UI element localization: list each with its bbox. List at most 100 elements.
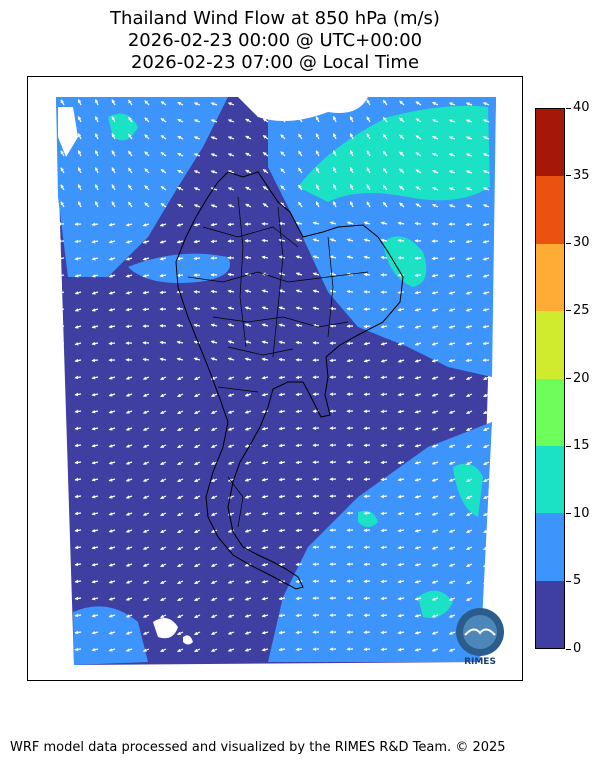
wind-arrow [448, 136, 456, 140]
wind-arrow [482, 308, 490, 312]
wind-arrow [177, 546, 184, 551]
wind-arrow [74, 613, 82, 618]
wind-arrow [261, 238, 269, 243]
colorbar-tick-label: 35 [573, 167, 590, 183]
wind-arrow [431, 308, 439, 312]
wind-arrow [108, 341, 116, 346]
wind-arrow [91, 630, 99, 635]
wind-arrow [142, 290, 150, 295]
wind-arrow [91, 562, 99, 567]
wind-arrow [261, 511, 269, 516]
wind-arrow [346, 238, 354, 242]
wind-arrow [312, 323, 320, 328]
wind-arrow [74, 342, 82, 346]
wind-arrow [125, 324, 133, 329]
wind-arrow [57, 342, 65, 346]
wind-arrow [280, 100, 286, 106]
wind-arrow [483, 529, 490, 534]
wind-arrow [94, 116, 99, 123]
wind-arrow [397, 579, 405, 584]
wind-arrow [160, 580, 167, 585]
wind-arrow [227, 461, 235, 465]
wind-arrow [278, 630, 286, 635]
wind-arrow [482, 187, 490, 191]
wind-arrow [160, 444, 167, 449]
wind-arrow [363, 460, 371, 465]
wind-arrow [210, 239, 218, 244]
wind-arrow [278, 238, 286, 243]
wind-arrow [244, 529, 252, 533]
wind-arrow [295, 306, 303, 310]
wind-arrow [363, 443, 371, 448]
wind-arrow [142, 648, 150, 652]
wind-arrow [329, 358, 337, 363]
wind-arrow [363, 596, 371, 601]
wind-arrow [315, 201, 320, 208]
wind-arrow [261, 596, 269, 601]
wind-arrow [295, 562, 303, 567]
wind-arrow [227, 153, 235, 157]
wind-arrow [245, 169, 252, 174]
wind-arrow [363, 359, 371, 363]
wind-arrow [448, 342, 456, 346]
wind-arrow [210, 222, 218, 227]
colorbar-tick-label: 10 [573, 505, 590, 521]
wind-arrow [245, 152, 252, 157]
wind-arrow [91, 460, 99, 465]
wind-arrow [397, 630, 405, 635]
wind-arrow [194, 597, 201, 602]
wind-arrow [227, 376, 235, 380]
wind-arrow [363, 528, 371, 533]
wind-arrow [142, 410, 150, 414]
wind-arrow [295, 596, 303, 601]
wind-arrow [57, 273, 65, 278]
wind-arrow [74, 291, 82, 295]
wind-arrow [363, 324, 371, 329]
wind-arrow [227, 170, 235, 174]
wind-arrow [431, 410, 439, 414]
wind-arrow [160, 203, 167, 208]
wind-arrow [431, 495, 439, 499]
wind-arrow [227, 289, 235, 294]
wind-arrow [210, 597, 218, 601]
wind-arrow [125, 410, 133, 414]
wind-arrow [295, 392, 303, 397]
wind-arrow [125, 495, 133, 499]
wind-arrow [431, 580, 439, 584]
wind-arrow [194, 614, 201, 619]
wind-arrow [142, 495, 150, 499]
wind-arrow [295, 340, 303, 345]
wind-arrow [125, 223, 133, 227]
wind-arrow [144, 168, 150, 174]
wind-arrow [414, 410, 422, 414]
wind-arrow [363, 238, 371, 242]
wind-arrow [160, 631, 167, 636]
wind-arrow [432, 152, 439, 157]
wind-arrow [432, 101, 439, 106]
wind-arrow [74, 256, 82, 261]
wind-arrow [261, 460, 269, 465]
wind-arrow [160, 169, 167, 174]
wind-arrow [142, 580, 150, 584]
wind-arrow [482, 274, 490, 278]
wind-arrow [363, 375, 371, 380]
wind-arrow [210, 187, 218, 191]
rimes-logo: RIMES [456, 608, 504, 667]
wind-arrow [142, 546, 150, 550]
wind-arrow [142, 257, 150, 261]
wind-arrow [380, 324, 388, 329]
wind-arrow [315, 167, 320, 174]
wind-arrow [482, 257, 490, 261]
wind-arrow [329, 289, 337, 294]
wind-arrow [261, 289, 269, 293]
title-line-1: Thailand Wind Flow at 850 hPa (m/s) [110, 8, 440, 29]
wind-arrow [77, 201, 82, 208]
wind-arrow [210, 648, 218, 652]
wind-arrow [448, 614, 456, 618]
wind-arrow [261, 613, 269, 618]
wind-arrow [380, 409, 388, 414]
wind-arrow [74, 511, 82, 516]
wind-arrow [74, 647, 82, 652]
wind-arrow [57, 308, 65, 312]
wind-arrow [244, 323, 252, 327]
